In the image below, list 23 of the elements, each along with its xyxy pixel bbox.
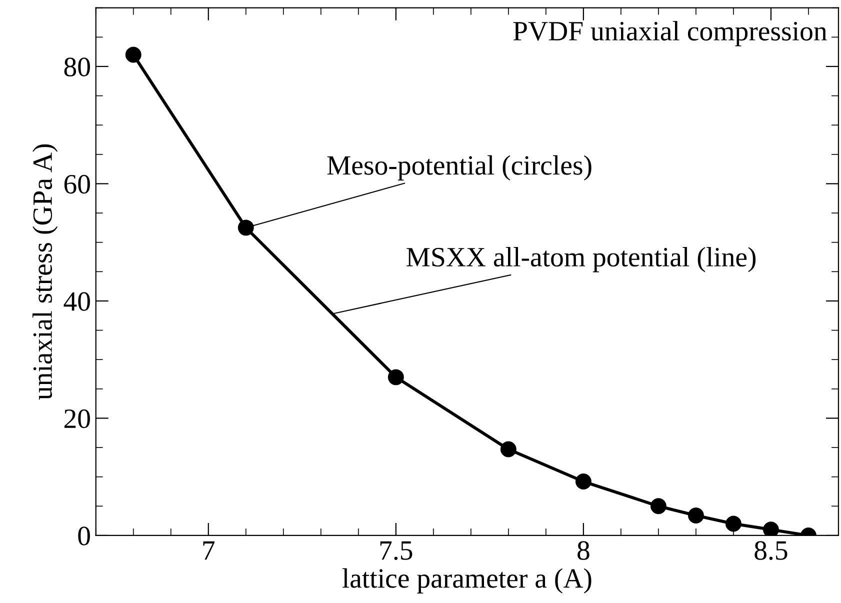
y-tick-label: 20 (64, 409, 90, 428)
point (762, 522, 779, 536)
annotation: Meso-potential (circles) (327, 155, 592, 180)
y-axis-title: uniaxial stress (GPa A) (32, 144, 58, 400)
point (650, 498, 666, 514)
y-tick-label: 40 (64, 292, 90, 311)
annotation: MSXX all-atom potential (line) (406, 247, 756, 272)
point (575, 474, 592, 490)
y-tick-label: 80 (64, 58, 90, 76)
annotation: PVDF uniaxial compression (513, 21, 827, 46)
x-tick-label: 7.5 (380, 541, 412, 560)
x-tick-label: 7 (203, 541, 215, 560)
point (238, 220, 254, 236)
point (688, 508, 704, 524)
x-tick-label: 8.5 (754, 541, 788, 560)
point (500, 441, 516, 458)
point (725, 516, 742, 532)
point (125, 46, 142, 63)
x-tick-label: 8 (578, 541, 590, 560)
y-tick-label: 60 (64, 174, 90, 194)
point (388, 369, 404, 386)
x-axis-title: lattice parameter a (A) (342, 568, 592, 594)
y-tick-label: 0 (78, 526, 90, 546)
